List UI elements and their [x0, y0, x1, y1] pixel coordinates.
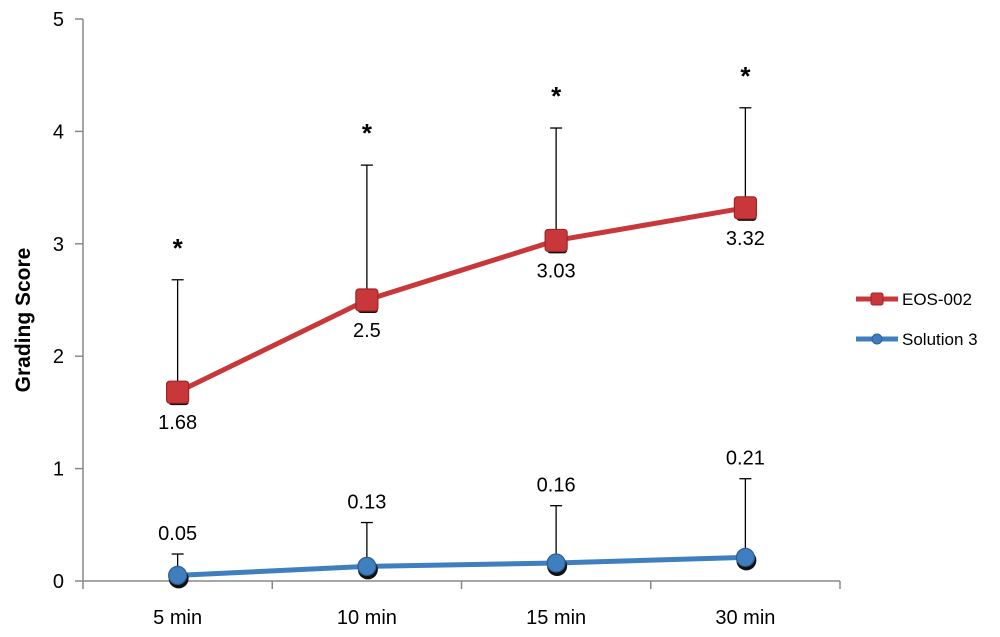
data-label: 3.32 — [726, 228, 765, 250]
legend-swatch-marker — [870, 292, 884, 306]
data-point-square — [544, 228, 568, 253]
y-tick-label: 3 — [53, 234, 64, 256]
legend-label: EOS-002 — [902, 290, 972, 309]
data-point-square — [355, 288, 379, 312]
y-tick-label: 2 — [53, 346, 64, 368]
legend-swatch-marker — [871, 333, 883, 345]
y-tick-label: 4 — [53, 121, 64, 143]
data-point-square — [733, 196, 757, 220]
data-labels: 1.68 2.5 3.03 3.32 0.05 0.13 0.16 0.21 — [158, 228, 765, 545]
legend-label: Solution 3 — [902, 330, 978, 349]
data-label: 0.16 — [537, 475, 576, 497]
significance-marker: * — [740, 61, 751, 91]
data-label: 2.5 — [353, 320, 381, 342]
data-point-circle — [357, 556, 377, 576]
series-markers — [166, 196, 757, 589]
x-tick-label: 30 min — [715, 607, 775, 629]
data-label: 1.68 — [158, 412, 197, 434]
y-axis-title: Grading Score — [12, 248, 35, 393]
significance-marker: * — [551, 81, 562, 111]
series-line-solution-3 — [177, 554, 746, 578]
series-lines — [176, 205, 746, 578]
x-tick-label: 10 min — [337, 607, 397, 629]
legend: EOS-002 Solution 3 — [856, 290, 978, 349]
series-line-eos-002 — [176, 205, 746, 395]
x-tick-label: 5 min — [153, 607, 202, 629]
data-label: 3.03 — [537, 260, 576, 282]
y-tick-label: 1 — [53, 459, 64, 481]
data-point-circle — [546, 553, 566, 573]
x-tick-label: 15 min — [526, 607, 586, 629]
data-point-circle — [168, 565, 188, 585]
y-tick-label: 0 — [53, 571, 64, 593]
data-label: 0.13 — [347, 492, 386, 514]
error-bars: * * * * — [171, 61, 752, 576]
y-tick-label: 5 — [53, 9, 64, 31]
data-point-circle — [735, 547, 755, 567]
axes: 0 1 2 3 4 5 5 min 10 min 15 min 30 min Grading Sco… — [12, 9, 841, 629]
data-point-square — [166, 380, 190, 404]
data-label: 0.05 — [158, 523, 197, 545]
significance-marker: * — [362, 118, 373, 148]
significance-marker: * — [173, 233, 184, 263]
data-label: 0.21 — [726, 448, 765, 470]
